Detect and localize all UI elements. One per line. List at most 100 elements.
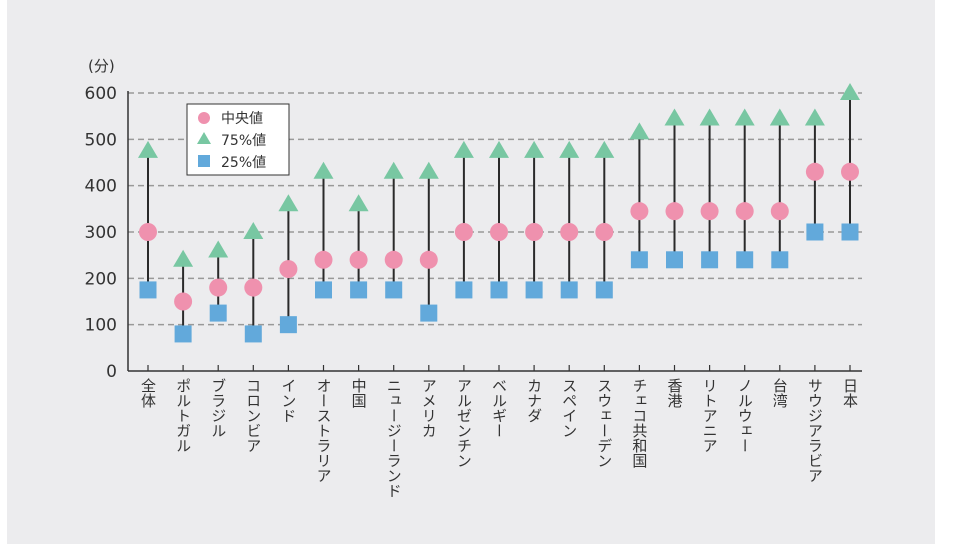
p75-marker	[559, 140, 580, 158]
p75-marker	[489, 140, 509, 158]
x-category-label: オーストラリア	[315, 378, 333, 483]
median-marker	[349, 250, 368, 269]
median-marker	[209, 278, 228, 297]
x-category-label: チェコ共和国	[630, 378, 648, 468]
p25-marker	[630, 251, 648, 269]
p25-marker	[420, 304, 438, 322]
y-tick-label: 0	[106, 362, 117, 382]
median-marker	[525, 223, 544, 241]
x-category-label: スペイン	[560, 378, 578, 438]
p25-marker	[595, 281, 613, 299]
p25-marker	[560, 281, 578, 299]
p75-marker	[138, 140, 158, 158]
p75-marker	[699, 108, 720, 126]
x-category-label: サウジアラビア	[806, 378, 824, 483]
y-tick-label: 600	[85, 84, 117, 104]
median-marker	[630, 202, 649, 221]
median-marker	[700, 202, 719, 221]
x-category-label: アルゼンチン	[455, 378, 473, 468]
x-category-label: 台湾	[771, 378, 789, 408]
y-tick-label: 400	[85, 177, 117, 197]
y-tick-label: 300	[85, 223, 117, 243]
p25-marker	[525, 281, 543, 299]
p75-marker	[383, 161, 404, 179]
p75-marker	[594, 140, 615, 158]
p25-marker	[736, 251, 754, 269]
x-category-label: インド	[279, 378, 297, 423]
p75-marker	[418, 161, 439, 179]
p75-marker	[243, 222, 264, 239]
median-marker	[841, 162, 859, 181]
x-category-label: スウェーデン	[595, 378, 613, 468]
p75-marker	[769, 108, 790, 126]
p75-marker	[629, 122, 650, 140]
median-marker	[314, 250, 333, 269]
p25-marker	[350, 281, 368, 299]
median-marker	[770, 202, 789, 221]
median-marker	[139, 223, 157, 241]
median-marker	[595, 223, 614, 241]
legend-square-icon	[198, 155, 210, 167]
p75-marker	[278, 194, 299, 212]
x-category-label: コロンビア	[244, 378, 262, 453]
y-tick-label: 100	[85, 316, 117, 336]
p25-marker	[385, 281, 403, 299]
p75-marker	[348, 194, 369, 212]
legend-circle-icon	[198, 112, 210, 124]
median-marker	[665, 202, 684, 221]
p25-marker	[315, 281, 332, 299]
x-category-label: ノルウェー	[736, 378, 754, 453]
x-category-label: ポルトガル	[174, 378, 192, 453]
p75-marker	[173, 249, 194, 267]
p75-marker	[804, 108, 825, 126]
x-category-label: リトアニア	[701, 378, 719, 453]
median-marker	[560, 223, 579, 241]
legend-label-median: 中央値	[221, 111, 263, 127]
p25-marker	[806, 223, 824, 241]
p25-marker	[244, 325, 262, 343]
p25-marker	[209, 304, 227, 322]
legend-triangle-icon	[197, 132, 211, 144]
median-marker	[174, 292, 193, 311]
p25-marker	[139, 281, 157, 299]
y-tick-label: 200	[85, 269, 117, 289]
chart-panel	[7, 0, 935, 544]
p75-marker	[313, 161, 334, 179]
median-marker	[244, 278, 263, 297]
p75-marker	[453, 140, 474, 158]
p75-marker	[664, 108, 685, 126]
median-marker	[735, 202, 754, 221]
p25-marker	[666, 251, 683, 269]
x-category-label: 中国	[350, 378, 368, 408]
x-category-label: 香港	[666, 378, 684, 408]
y-axis-unit: (分)	[88, 57, 115, 75]
x-category-label: 日本	[841, 378, 859, 408]
p25-marker	[455, 281, 473, 299]
median-marker	[384, 250, 403, 269]
median-marker	[279, 260, 298, 279]
median-marker	[454, 223, 473, 241]
x-category-label: 全体	[139, 377, 157, 408]
median-marker	[805, 162, 824, 181]
p75-marker	[734, 108, 755, 126]
x-category-label: ベルギー	[490, 378, 508, 438]
p75-marker	[208, 240, 229, 258]
p25-marker	[841, 223, 859, 241]
y-tick-label: 500	[85, 130, 117, 150]
p25-marker	[174, 325, 192, 343]
p75-marker	[840, 83, 860, 100]
median-marker	[419, 250, 438, 269]
median-marker	[490, 223, 508, 241]
x-category-label: ブラジル	[209, 378, 227, 438]
p25-marker	[771, 251, 789, 269]
p25-marker	[490, 281, 508, 299]
legend-label-25: 25%値	[221, 155, 266, 171]
legend-label-75: 75%値	[221, 133, 266, 149]
p25-marker	[279, 316, 297, 334]
legend: 中央値 75%値 25%値	[186, 103, 290, 176]
x-category-label: ニュージーランド	[385, 378, 403, 498]
p75-marker	[524, 140, 545, 158]
x-category-label: カナダ	[525, 378, 543, 423]
p25-marker	[701, 251, 719, 269]
